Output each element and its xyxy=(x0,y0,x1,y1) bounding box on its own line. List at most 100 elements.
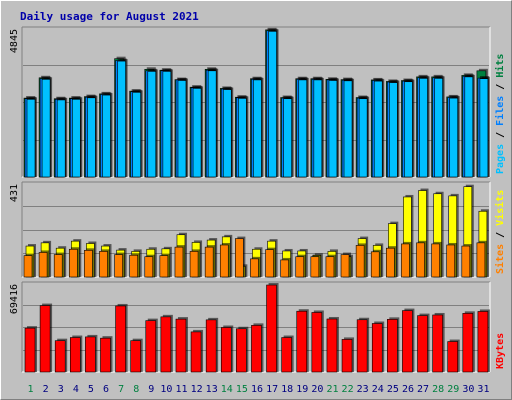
sites-bar xyxy=(129,254,138,278)
legend-sites: Sites xyxy=(494,244,506,274)
x-tick-label: 20 xyxy=(311,384,323,395)
pages-bar xyxy=(132,92,141,178)
kbytes-bar xyxy=(115,305,126,373)
sites-bar xyxy=(461,245,471,278)
pages-bar xyxy=(434,78,443,178)
x-tick-label: 15 xyxy=(236,384,248,395)
x-tick-label: 11 xyxy=(175,384,187,395)
pages-bar xyxy=(102,94,111,178)
pages-bar xyxy=(177,80,187,178)
kbytes-bar xyxy=(266,284,277,373)
pages-bar xyxy=(26,99,36,178)
x-tick-label: 10 xyxy=(160,384,172,395)
sites-bar xyxy=(370,251,380,278)
kbytes-bar xyxy=(69,337,81,373)
x-tick-label: 7 xyxy=(118,384,124,395)
legend-files: Files xyxy=(494,96,506,126)
legend-visits: Visits xyxy=(494,190,506,226)
pages-bar xyxy=(71,99,81,178)
pages-bar xyxy=(373,80,383,178)
x-tick-label: 23 xyxy=(357,384,369,395)
kbytes-bar xyxy=(251,325,262,373)
x-tick-label: 12 xyxy=(191,384,203,395)
pages-bar xyxy=(419,78,428,178)
pages-bar xyxy=(41,79,51,178)
hits-legend: Pages / Files / Hits xyxy=(494,54,506,174)
kbytes-bar xyxy=(356,319,368,373)
pages-bar xyxy=(479,78,489,178)
x-tick-label: 14 xyxy=(221,384,233,395)
x-tick-label: 2 xyxy=(43,384,49,395)
kbytes-bar xyxy=(311,312,323,373)
visits-ymax-label: 431 xyxy=(9,184,20,202)
kbytes-bar xyxy=(85,336,96,373)
sites-bar xyxy=(99,251,108,278)
kbytes-bar xyxy=(190,331,202,373)
pages-bar xyxy=(238,98,247,178)
x-tick-label: 31 xyxy=(477,384,489,395)
kbytes-bar xyxy=(432,314,443,373)
sites-bar xyxy=(53,254,63,278)
x-tick-label: 25 xyxy=(387,384,399,395)
sites-bar xyxy=(38,252,48,278)
sites-bar xyxy=(355,245,365,278)
pages-bar xyxy=(253,79,262,178)
sites-bar xyxy=(174,246,184,278)
sites-bar xyxy=(189,251,199,278)
kbytes-bar xyxy=(402,310,413,373)
x-tick-label: 26 xyxy=(402,384,414,395)
kbytes-bar xyxy=(417,315,428,373)
x-tick-label: 29 xyxy=(447,384,459,395)
pages-bar xyxy=(328,80,338,178)
pages-bar xyxy=(298,79,308,178)
chart-title: Daily usage for August 2021 xyxy=(20,10,199,23)
kbytes-bar xyxy=(477,311,489,373)
legend-separator: / xyxy=(495,78,506,96)
kbytes-bar xyxy=(205,319,217,373)
pages-bar xyxy=(162,71,172,178)
x-tick-label: 1 xyxy=(28,384,34,395)
kbytes-bar xyxy=(371,323,383,373)
legend-separator: / xyxy=(495,126,506,144)
x-tick-label: 30 xyxy=(462,384,474,395)
legend-separator: / xyxy=(495,226,506,244)
sites-bar xyxy=(476,242,486,278)
sites-bar xyxy=(340,254,350,278)
x-tick-label: 16 xyxy=(251,384,263,395)
sites-bar xyxy=(386,247,395,278)
pages-bar xyxy=(343,80,353,178)
sites-bar xyxy=(310,256,320,278)
sites-bar xyxy=(204,246,214,278)
x-tick-label: 3 xyxy=(58,384,64,395)
pages-bar xyxy=(207,70,217,178)
x-tick-label: 9 xyxy=(148,384,154,395)
visits-legend: Sites / Visits xyxy=(494,190,506,274)
kbytes-bar xyxy=(220,327,232,373)
sites-bar xyxy=(250,258,259,278)
x-tick-label: 18 xyxy=(281,384,293,395)
hits-ymax-label: 4845 xyxy=(9,29,20,53)
pages-bar xyxy=(222,89,232,178)
x-tick-label: 17 xyxy=(266,384,278,395)
pages-bar xyxy=(87,97,96,178)
kbytes-ymax-label: 69416 xyxy=(9,284,20,314)
pages-bar xyxy=(404,81,413,178)
sites-bar xyxy=(144,256,154,278)
sites-bar xyxy=(431,243,440,278)
sites-bar xyxy=(295,256,305,278)
sites-bar xyxy=(325,256,335,278)
pages-bar xyxy=(283,98,292,178)
kbytes-bar xyxy=(100,337,111,373)
kbytes-bar xyxy=(175,318,187,373)
sites-bar xyxy=(416,242,425,278)
sites-bar xyxy=(265,249,274,278)
pages-bar xyxy=(147,71,157,178)
sites-bar xyxy=(401,243,410,278)
pages-bar xyxy=(313,79,323,178)
sites-bar xyxy=(446,244,456,278)
pages-bar xyxy=(464,76,474,178)
x-tick-label: 13 xyxy=(206,384,218,395)
x-tick-label: 8 xyxy=(133,384,139,395)
kbytes-bar xyxy=(130,340,141,373)
